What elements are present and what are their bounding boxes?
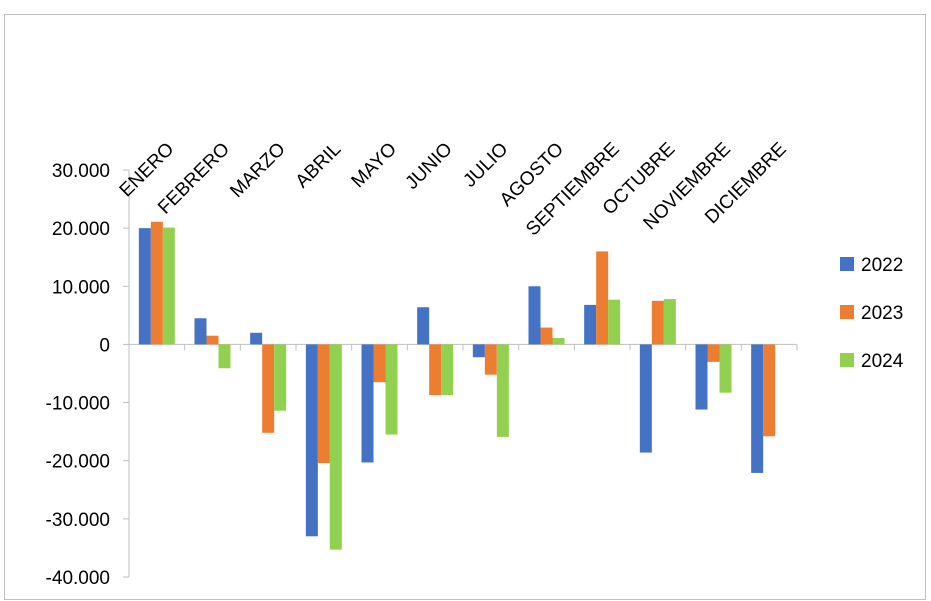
bar-2022-marzo	[250, 332, 263, 345]
bar-2022-enero	[138, 228, 151, 345]
bar-2022-octubre	[639, 344, 652, 453]
bar-2024-septiembre	[608, 299, 621, 345]
y-tick-label: 20.000	[52, 219, 110, 240]
category-label: ABRIL	[292, 139, 346, 193]
bar-2022-junio	[417, 307, 430, 345]
bar-2023-mayo	[373, 344, 386, 383]
bar-2023-julio	[484, 344, 497, 375]
bar-2023-abril	[317, 344, 330, 464]
category-label: MARZO	[226, 139, 289, 202]
y-tick-label: 10.000	[52, 277, 110, 298]
bar-2023-junio	[429, 344, 442, 396]
bar-2023-diciembre	[763, 344, 776, 437]
bar-2024-noviembre	[719, 344, 732, 393]
bar-2023-noviembre	[707, 344, 720, 362]
y-tick-label: 30.000	[52, 161, 110, 182]
bar-2024-abril	[329, 344, 342, 550]
bar-2023-agosto	[540, 327, 553, 345]
legend-label: 2023	[861, 303, 903, 324]
bar-2024-julio	[496, 344, 509, 437]
bar-2022-mayo	[361, 344, 374, 463]
bar-2023-octubre	[651, 300, 664, 345]
bar-2024-agosto	[552, 338, 565, 345]
bar-2023-enero	[150, 221, 163, 345]
legend-swatch-2024	[840, 353, 854, 367]
y-tick-label: -40.000	[46, 568, 110, 589]
bar-2022-agosto	[528, 286, 541, 345]
bar-2022-noviembre	[695, 344, 708, 410]
bar-2022-abril	[305, 344, 318, 537]
bar-2023-marzo	[262, 344, 275, 433]
bar-2024-marzo	[274, 344, 287, 411]
bar-2022-julio	[472, 344, 485, 358]
bar-2024-octubre	[663, 299, 676, 345]
legend-label: 2022	[861, 255, 903, 276]
bar-2024-enero	[162, 227, 175, 345]
legend-swatch-2022	[840, 257, 854, 271]
bar-2023-septiembre	[596, 251, 609, 345]
legend-label: 2024	[861, 351, 904, 372]
legend-swatch-2023	[840, 305, 854, 319]
y-tick-label: -10.000	[46, 394, 110, 415]
y-tick-label: -20.000	[46, 452, 110, 473]
bar-2022-septiembre	[584, 304, 597, 345]
bar-2023-febrero	[206, 335, 219, 345]
y-tick-label: 0	[99, 335, 110, 356]
category-label: JULIO	[459, 139, 512, 192]
bar-2022-diciembre	[751, 344, 764, 473]
category-label: MAYO	[348, 139, 401, 192]
bar-2024-mayo	[385, 344, 398, 435]
bar-2024-febrero	[218, 344, 231, 369]
category-label: JUNIO	[402, 139, 457, 194]
bar-2024-junio	[441, 344, 454, 396]
bar-2022-febrero	[194, 318, 207, 345]
y-tick-label: -30.000	[46, 510, 110, 531]
